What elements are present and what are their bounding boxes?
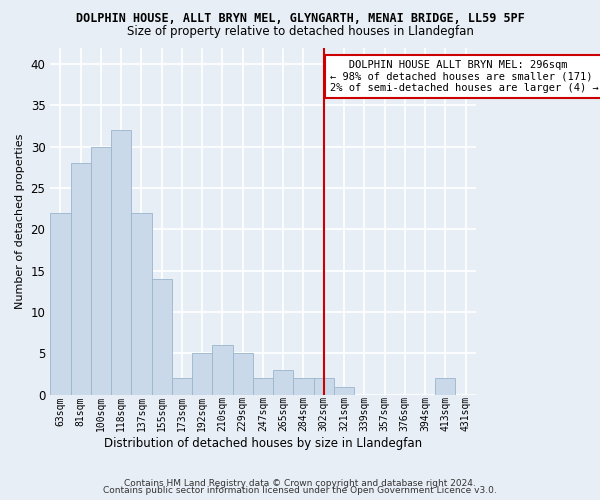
Bar (435, 378, 455, 395)
Bar (212, 345, 233, 395)
Bar (71, 164, 91, 395)
Bar (111, 130, 131, 395)
Bar (314, 378, 334, 395)
Bar (253, 378, 273, 395)
Text: Size of property relative to detached houses in Llandegfan: Size of property relative to detached ho… (127, 25, 473, 38)
Bar (273, 370, 293, 395)
Bar (152, 279, 172, 395)
Text: DOLPHIN HOUSE ALLT BRYN MEL: 296sqm
← 98% of detached houses are smaller (171)
2: DOLPHIN HOUSE ALLT BRYN MEL: 296sqm ← 98… (330, 60, 599, 93)
Bar (50, 213, 71, 395)
Text: DOLPHIN HOUSE, ALLT BRYN MEL, GLYNGARTH, MENAI BRIDGE, LL59 5PF: DOLPHIN HOUSE, ALLT BRYN MEL, GLYNGARTH,… (76, 12, 524, 26)
Bar (91, 146, 111, 395)
Text: Contains public sector information licensed under the Open Government Licence v3: Contains public sector information licen… (103, 486, 497, 495)
Text: Contains HM Land Registry data © Crown copyright and database right 2024.: Contains HM Land Registry data © Crown c… (124, 478, 476, 488)
X-axis label: Distribution of detached houses by size in Llandegfan: Distribution of detached houses by size … (104, 437, 422, 450)
Bar (172, 378, 192, 395)
Bar (293, 378, 314, 395)
Bar (131, 213, 152, 395)
Y-axis label: Number of detached properties: Number of detached properties (15, 134, 25, 309)
Bar (192, 354, 212, 395)
Bar (233, 354, 253, 395)
Bar (334, 386, 354, 395)
